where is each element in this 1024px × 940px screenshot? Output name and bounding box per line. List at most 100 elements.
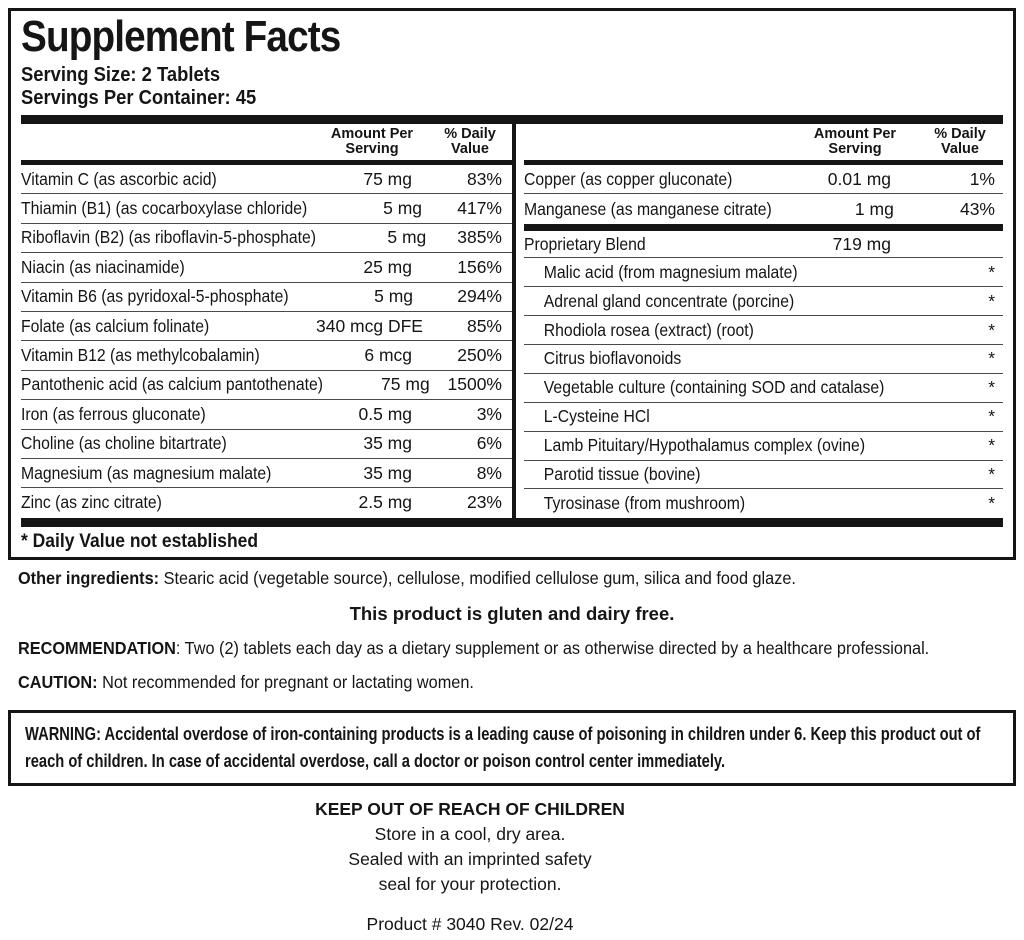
nutrient-name: Manganese (as manganese citrate) (524, 198, 772, 219)
nutrient-dv: 156% (457, 256, 502, 277)
blend-item-dv: * (988, 463, 995, 484)
nutrient-name: Thiamin (B1) (as cocarboxylase chloride) (21, 198, 308, 219)
gluten-dairy-free-note: This product is gluten and dairy free. (349, 603, 675, 624)
storage-line: Sealed with an imprinted safety (348, 849, 592, 869)
recommendation-text: : Two (2) tablets each day as a dietary … (175, 638, 930, 658)
proprietary-blend-row: Proprietary Blend 719 mg (524, 231, 1003, 259)
nutrient-name: Niacin (as niacinamide) (21, 256, 185, 277)
warning-box: WARNING: Accidental overdose of iron-con… (8, 710, 1016, 786)
nutrient-row: Zinc (as zinc citrate) 2.5 mg 23% (21, 488, 512, 517)
blend-item-name: Citrus bioflavonoids (543, 348, 682, 369)
blend-item-row: Tyrosinase (from mushroom) * (524, 489, 1003, 518)
blend-item-dv: * (988, 290, 995, 311)
blend-item-row: Malic acid (from magnesium malate) * (524, 258, 1003, 288)
header-divider-bar (21, 160, 512, 165)
nutrient-dv: 417% (457, 198, 502, 219)
nutrient-amount: 5 mg (383, 198, 423, 219)
blend-item-name: Lamb Pituitary/Hypothalamus complex (ovi… (543, 435, 866, 456)
blend-item-row: L-Cysteine HCl * (524, 403, 1003, 432)
keep-out-block: KEEP OUT OF REACH OF CHILDREN Store in a… (0, 797, 940, 897)
nutrient-amount: 340 mcg DFE (316, 315, 423, 336)
blend-item-name: Adrenal gland concentrate (porcine) (543, 290, 795, 311)
blend-item-name: Rhodiola rosea (extract) (root) (543, 319, 754, 340)
nutrient-row: Vitamin B12 (as methylcobalamin) 6 mcg 2… (21, 341, 512, 371)
bottom-thick-bar (21, 518, 1003, 528)
blend-item-row: Vegetable culture (containing SOD and ca… (524, 374, 1003, 403)
nutrients-table: Amount Per Serving % Daily Value Vitamin… (21, 124, 1003, 519)
nutrient-row: Vitamin C (as ascorbic acid) 75 mg 83% (21, 165, 512, 195)
nutrient-dv: 294% (457, 286, 502, 307)
nutrient-name: Folate (as calcium folinate) (21, 315, 210, 336)
supplement-facts-panel: Supplement Facts Serving Size: 2 Tablets… (8, 8, 1016, 560)
nutrient-row: Pantothenic acid (as calcium pantothenat… (21, 371, 512, 401)
nutrient-dv: 250% (457, 345, 502, 366)
serving-size: Serving Size: 2 Tablets (21, 64, 221, 86)
storage-line: Store in a cool, dry area. (374, 824, 566, 844)
blend-item-dv: * (988, 377, 995, 398)
nutrient-row: Vitamin B6 (as pyridoxal-5-phosphate) 5 … (21, 283, 512, 312)
nutrient-amount: 0.01 mg (827, 168, 891, 189)
other-ingredients: Other ingredients: Stearic acid (vegetab… (18, 568, 855, 589)
blend-item-row: Lamb Pituitary/Hypothalamus complex (ovi… (524, 432, 1003, 461)
blend-item-name: Malic acid (from magnesium malate) (543, 261, 798, 282)
nutrient-dv: 6% (476, 433, 502, 454)
nutrient-row: Thiamin (B1) (as cocarboxylase chloride)… (21, 194, 512, 224)
nutrient-amount: 75 mg (363, 168, 412, 189)
nutrient-name: Riboflavin (B2) (as riboflavin-5-phospha… (21, 227, 317, 248)
nutrient-name: Copper (as copper gluconate) (524, 168, 733, 189)
nutrient-row: Choline (as choline bitartrate) 35 mg 6% (21, 430, 512, 459)
top-thick-bar (21, 115, 1003, 124)
nutrient-amount: 75 mg (381, 374, 430, 395)
nutrient-row: Copper (as copper gluconate) 0.01 mg 1% (524, 165, 1003, 195)
blend-item-dv: * (988, 493, 995, 514)
blend-item-row: Parotid tissue (bovine) * (524, 461, 1003, 490)
blend-item-row: Rhodiola rosea (extract) (root) * (524, 316, 1003, 345)
nutrient-row: Manganese (as manganese citrate) 1 mg 43… (524, 194, 1003, 223)
blend-item-dv: * (988, 319, 995, 340)
nutrients-column-left: Amount Per Serving % Daily Value Vitamin… (21, 124, 512, 518)
nutrient-name: Pantothenic acid (as calcium pantothenat… (21, 374, 324, 395)
caution-note: CAUTION: Not recommended for pregnant or… (18, 672, 508, 693)
product-info: Product # 3040 Rev. 02/24 (366, 914, 574, 934)
nutrient-dv: 23% (466, 492, 502, 513)
panel-header: Supplement Facts Serving Size: 2 Tablets… (11, 11, 1013, 110)
nutrient-name: Magnesium (as magnesium malate) (21, 462, 272, 483)
header-divider-bar (524, 160, 1003, 165)
nutrients-column-right: Amount Per Serving % Daily Value Copper … (512, 124, 1003, 519)
blend-amount: 719 mg (832, 233, 891, 254)
nutrient-dv: 1% (969, 168, 995, 189)
nutrient-amount: 2.5 mg (358, 492, 413, 513)
nutrient-row: Folate (as calcium folinate) 340 mcg DFE… (21, 312, 512, 342)
nutrient-name: Vitamin B12 (as methylcobalamin) (21, 345, 260, 366)
blend-name: Proprietary Blend (524, 233, 646, 254)
amount-per-serving-header: Amount Per Serving (813, 126, 897, 157)
amount-per-serving-header: Amount Per Serving (330, 126, 414, 157)
keep-out-title: KEEP OUT OF REACH OF CHILDREN (315, 799, 625, 819)
nutrient-amount: 5 mg (387, 227, 427, 248)
blend-item-dv: * (988, 261, 995, 282)
nutrient-dv: 1500% (447, 374, 503, 395)
nutrient-amount: 5 mg (374, 286, 414, 307)
nutrient-name: Choline (as choline bitartrate) (21, 433, 227, 454)
blend-item-name: Tyrosinase (from mushroom) (543, 493, 746, 514)
blend-item-name: L-Cysteine HCl (543, 406, 650, 427)
nutrient-name: Zinc (as zinc citrate) (21, 492, 162, 513)
nutrient-row: Magnesium (as magnesium malate) 35 mg 8% (21, 459, 512, 489)
nutrient-dv: 43% (959, 198, 995, 219)
blend-item-dv: * (988, 348, 995, 369)
nutrient-dv: 85% (466, 315, 502, 336)
daily-value-header: % Daily Value (934, 126, 986, 157)
storage-line: seal for your protection. (378, 874, 562, 894)
nutrient-row: Niacin (as niacinamide) 25 mg 156% (21, 253, 512, 283)
caution-label: CAUTION: (18, 672, 98, 692)
recommendation-note: RECOMMENDATION: Two (2) tablets each day… (18, 638, 998, 659)
column-header-row: Amount Per Serving % Daily Value (21, 124, 512, 160)
blend-item-name: Parotid tissue (bovine) (543, 463, 701, 484)
panel-title: Supplement Facts (21, 12, 341, 61)
nutrient-amount: 6 mcg (364, 345, 412, 366)
blend-item-dv: * (988, 406, 995, 427)
warning-label: WARNING: (25, 724, 101, 744)
nutrient-dv: 8% (476, 462, 502, 483)
column-header-row: Amount Per Serving % Daily Value (524, 124, 1003, 160)
